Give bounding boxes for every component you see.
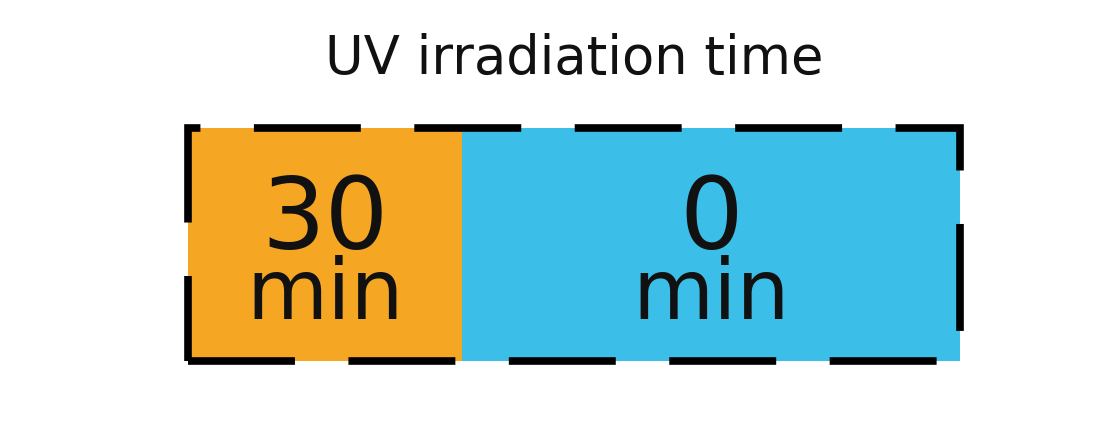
Text: UV irradiation time: UV irradiation time xyxy=(325,33,823,85)
Text: 0: 0 xyxy=(680,173,743,270)
Bar xyxy=(188,128,461,361)
Text: min: min xyxy=(246,255,403,337)
Bar xyxy=(461,128,960,361)
Text: min: min xyxy=(633,255,790,337)
Text: 30: 30 xyxy=(261,173,389,270)
Bar xyxy=(188,128,960,361)
